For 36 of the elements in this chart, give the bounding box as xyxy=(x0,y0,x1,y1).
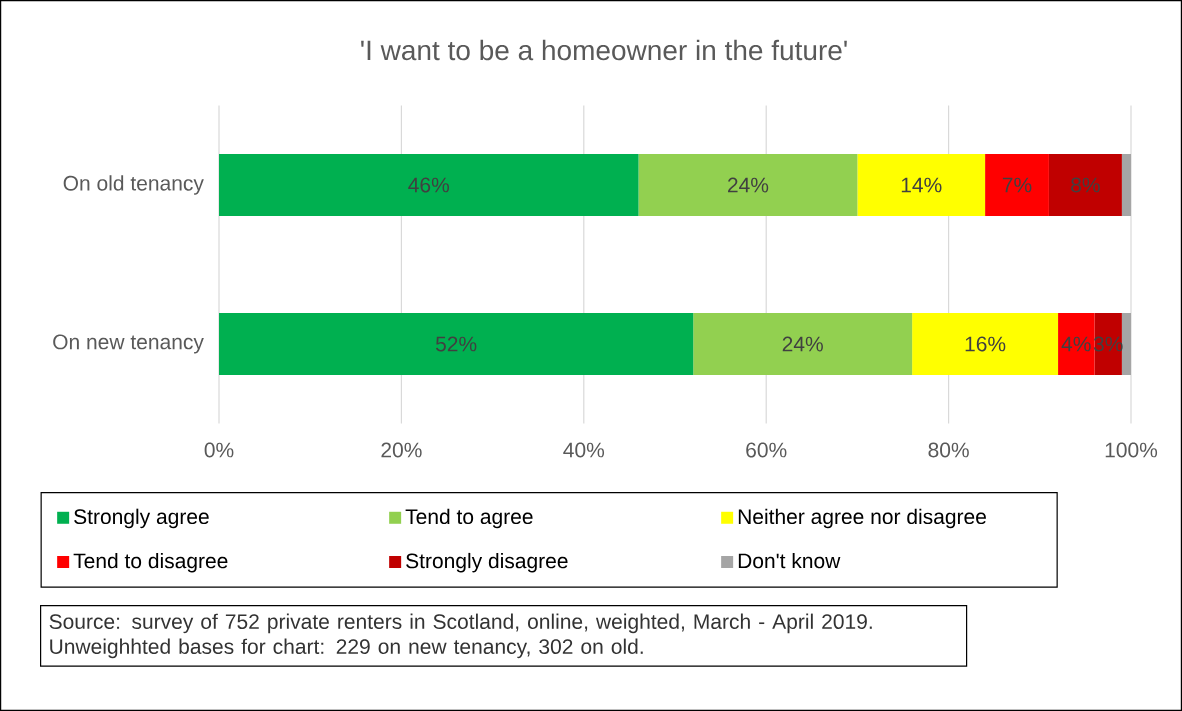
data-label: 24% xyxy=(728,177,769,193)
bar xyxy=(985,154,1049,216)
legend-label: Neither agree nor disagree xyxy=(738,508,986,529)
bar xyxy=(1121,154,1132,216)
bar xyxy=(857,154,986,216)
x-tick-label: 60% xyxy=(746,442,787,458)
legend-label: Don't know xyxy=(738,552,841,569)
bar xyxy=(1121,313,1132,375)
bar xyxy=(1048,154,1122,216)
legend-label: Tend to disagree xyxy=(73,552,228,573)
data-label: 8% xyxy=(1071,177,1100,193)
chart-title: 'I want to be a homeowner in the future' xyxy=(361,39,847,61)
y-tick-label: On new tenancy xyxy=(53,334,204,354)
legend-label: Strongly disagree xyxy=(406,552,568,573)
x-tick-label: 20% xyxy=(381,442,422,458)
data-label: 14% xyxy=(901,177,942,193)
legend-label: Strongly agree xyxy=(74,508,209,529)
bar xyxy=(638,154,858,216)
source-note: Source: survey of 752 private renters in Scotland, online, weighted, March - April 2019. Unweighhted bases for chart: 229 on new tenancy, 302 on old. xyxy=(49,613,872,659)
legend-label: Tend to agree xyxy=(405,508,533,529)
data-label: 7% xyxy=(1002,177,1032,193)
x-tick-label: 0% xyxy=(204,442,234,458)
bar xyxy=(1058,313,1095,375)
x-tick-label: 40% xyxy=(563,442,605,458)
data-label: 52% xyxy=(435,336,477,352)
x-tick-label: 80% xyxy=(928,442,969,458)
data-label: 16% xyxy=(965,336,1006,352)
data-label: 4% xyxy=(1061,336,1091,352)
bar xyxy=(693,313,913,375)
y-tick-label: On old tenancy xyxy=(63,175,204,195)
bar xyxy=(219,313,694,375)
data-label: 46% xyxy=(408,177,450,193)
data-label: 24% xyxy=(782,336,823,352)
bar xyxy=(219,154,639,216)
bar xyxy=(912,313,1059,375)
x-tick-label: 100% xyxy=(1105,442,1158,458)
